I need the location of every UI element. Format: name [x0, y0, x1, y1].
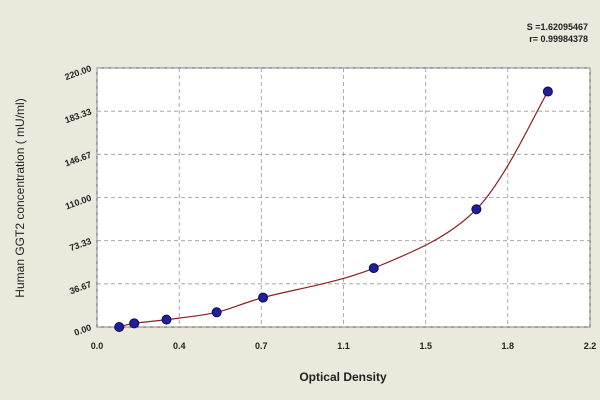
data-point [368, 263, 379, 274]
x-tick-label: 2.2 [584, 341, 597, 351]
data-point [471, 204, 482, 215]
y-tick-label: 110.00 [64, 193, 93, 212]
data-point [211, 307, 222, 318]
y-axis-label: Human GGT2 concentration ( mU/ml) [13, 98, 27, 297]
x-tick-label: 0.0 [91, 341, 104, 351]
x-tick-label: 0.4 [173, 341, 186, 351]
data-point [542, 86, 553, 97]
x-tick-label: 1.8 [502, 341, 515, 351]
data-point [258, 292, 269, 303]
y-tick-label: 0.00 [73, 322, 93, 337]
y-tick-label: 146.67 [63, 150, 92, 169]
data-point [114, 322, 125, 332]
annotation: S =1.62095467 [527, 22, 588, 32]
x-tick-label: 1.5 [419, 341, 432, 351]
data-point [161, 314, 172, 325]
y-tick-label: 183.33 [63, 106, 92, 125]
x-axis-label: Optical Density [299, 370, 387, 384]
y-tick-label: 73.33 [68, 236, 93, 253]
y-tick-label: 36.67 [68, 279, 93, 296]
x-tick-label: 0.7 [255, 341, 268, 351]
x-tick-label: 1.1 [337, 341, 350, 351]
y-tick-label: 220.00 [63, 63, 92, 82]
data-point [129, 318, 140, 329]
annotation: r= 0.99984378 [529, 34, 588, 44]
